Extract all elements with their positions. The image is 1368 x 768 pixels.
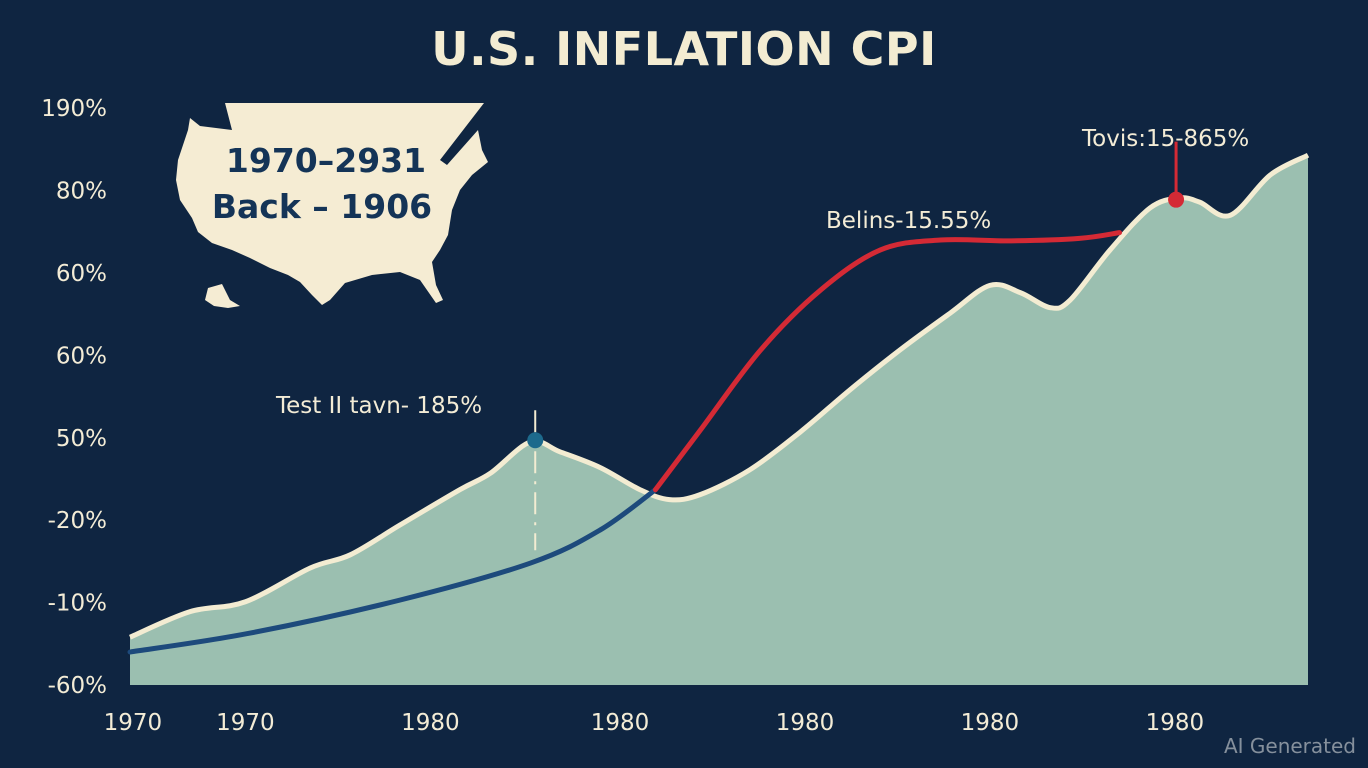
inset-line-1: 1970–2931 <box>226 141 426 180</box>
x-tick-label: 1980 <box>776 710 835 736</box>
y-tick-label: 60% <box>56 343 107 369</box>
chart-title: U.S. INFLATION CPI <box>431 22 937 76</box>
y-tick-label: 50% <box>56 426 107 452</box>
blue-line <box>127 487 658 655</box>
cpi-area-fill <box>130 155 1308 686</box>
y-tick-label: -60% <box>48 673 107 699</box>
blue-marker-dot <box>527 432 544 449</box>
annotation-tovis: Tovis:15-865% <box>1081 126 1249 152</box>
cpi-area-outline <box>129 152 1310 640</box>
annotation-belins: Belins-15.55% <box>826 208 991 234</box>
inset-line-2: Back – 1906 <box>212 187 432 226</box>
y-tick-label: 80% <box>56 179 107 205</box>
y-tick-label: -10% <box>48 591 107 617</box>
x-axis: 1970 1970 1980 1980 1980 1980 1980 <box>104 710 1204 736</box>
y-tick-label: 190% <box>41 96 107 122</box>
watermark: AI Generated <box>1223 734 1356 758</box>
us-map-inset: 1970–2931 Back – 1906 <box>176 103 488 308</box>
annotations: Test II tavn- 185% Belins-15.55% Tovis:1… <box>275 126 1249 551</box>
us-map-shape <box>176 103 488 305</box>
x-tick-label: 1980 <box>961 710 1020 736</box>
y-tick-label: 60% <box>56 261 107 287</box>
x-tick-label: 1970 <box>216 710 275 736</box>
x-tick-label: 1970 <box>104 710 163 736</box>
series-layer <box>127 152 1310 686</box>
x-tick-label: 1980 <box>1146 710 1205 736</box>
x-tick-label: 1980 <box>401 710 460 736</box>
red-line <box>652 230 1123 493</box>
annotation-test: Test II tavn- 185% <box>275 393 482 419</box>
red-marker-dot <box>1168 191 1185 208</box>
y-axis: -60% -10% -20% 50% 60% 60% 80% 190% <box>41 96 107 699</box>
x-tick-label: 1980 <box>591 710 650 736</box>
y-tick-label: -20% <box>48 508 107 534</box>
alaska-shape <box>205 284 240 308</box>
